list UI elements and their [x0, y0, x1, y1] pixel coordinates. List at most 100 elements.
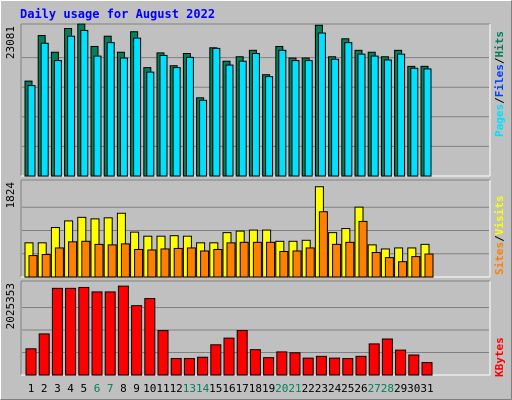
sites-bar — [147, 249, 157, 278]
files-bar — [357, 53, 366, 177]
files-bar — [172, 67, 181, 177]
sites-bar — [266, 241, 276, 278]
files-bar — [317, 32, 326, 177]
sites-bar — [107, 244, 117, 278]
kbytes-bar — [104, 291, 116, 376]
files-bar — [383, 59, 392, 177]
visits-sites-panel — [20, 179, 491, 278]
hits-files-pages-panel — [20, 23, 491, 177]
day-label: 12 — [170, 382, 183, 395]
kbytes-bar — [276, 351, 288, 376]
kbytes-bar — [65, 287, 77, 376]
day-label: 23 — [315, 382, 328, 395]
legend-pages: Pages — [493, 104, 506, 137]
day-label: 20 — [275, 382, 288, 395]
day-label: 6 — [94, 382, 101, 395]
files-bar — [93, 55, 102, 177]
day-label: 18 — [249, 382, 262, 395]
sites-bar — [68, 241, 78, 278]
kbytes-bar — [236, 330, 248, 376]
kbytes-panel — [20, 280, 491, 376]
day-label: 22 — [302, 382, 315, 395]
visits-legend: Sites/Visits — [493, 196, 506, 276]
hits-legend: Pages/Files/Hits — [493, 31, 506, 137]
kbytes-bar — [302, 357, 314, 376]
kbytes-bar — [183, 358, 195, 376]
kbytes-bar — [289, 352, 301, 376]
day-label: 17 — [236, 382, 249, 395]
sites-bar — [398, 261, 408, 278]
files-bar — [40, 42, 49, 177]
files-bar — [80, 29, 89, 177]
files-bar — [199, 99, 208, 177]
sites-bar — [252, 241, 262, 278]
sites-bar — [160, 248, 170, 278]
kbytes-bar — [117, 285, 129, 376]
day-label: 14 — [196, 382, 210, 395]
files-bar — [370, 55, 379, 177]
files-bar — [106, 42, 115, 177]
kbytes-bar — [170, 358, 182, 376]
sites-bar — [371, 252, 381, 278]
sites-bar — [94, 243, 104, 278]
legend-separator: / — [493, 235, 506, 242]
day-label: 3 — [54, 382, 61, 395]
day-label: 30 — [407, 382, 420, 395]
day-label: 16 — [222, 382, 235, 395]
kbytes-bar — [51, 287, 63, 376]
legend-sites: Sites — [493, 242, 506, 275]
kbytes-bar — [91, 291, 103, 376]
kbytes-bar — [144, 298, 156, 376]
kbytes-bar — [157, 330, 169, 376]
kbytes-bar — [197, 356, 209, 376]
files-bar — [67, 35, 76, 177]
kbytes-ymax-label: 2025353 — [4, 283, 17, 329]
sites-bar — [384, 257, 394, 278]
files-bar — [238, 60, 247, 177]
day-label: 29 — [394, 382, 407, 395]
day-label: 11 — [156, 382, 169, 395]
files-bar — [265, 76, 274, 177]
files-bar — [133, 37, 142, 177]
day-labels: 1 2 3 4 5 6 7 8 9 10 11 12 13 14 15 16 17 18 19 20 21 22 23 24 2… — [28, 382, 434, 395]
kbytes-bar — [223, 337, 235, 376]
day-label: 24 — [328, 382, 342, 395]
legend-kbytes: KBytes — [493, 337, 506, 377]
kbytes-bar — [355, 355, 367, 376]
day-label: 10 — [143, 382, 156, 395]
day-label: 21 — [288, 382, 301, 395]
kbytes-bar — [395, 349, 407, 376]
day-label: 25 — [341, 382, 354, 395]
sites-bar — [134, 248, 144, 278]
files-bar — [27, 85, 36, 177]
day-label: 27 — [368, 382, 381, 395]
day-label: 4 — [67, 382, 74, 395]
kbytes-legend: KBytes — [493, 337, 506, 377]
kbytes-bar — [38, 333, 50, 376]
kbytes-bar — [78, 286, 90, 376]
sites-bar — [305, 247, 315, 278]
files-bar — [251, 53, 260, 177]
sites-bar — [81, 240, 91, 278]
day-label: 9 — [133, 382, 140, 395]
legend-files: Files — [493, 64, 506, 97]
files-bar — [278, 49, 287, 177]
day-label: 15 — [209, 382, 222, 395]
kbytes-bar — [249, 349, 261, 376]
legend-separator: / — [493, 97, 506, 104]
sites-bar — [358, 220, 368, 278]
kbytes-bar — [315, 355, 327, 376]
hits-ymax-label: 23081 — [4, 26, 17, 59]
day-label: 31 — [420, 382, 433, 395]
sites-bar — [226, 242, 236, 278]
files-bar — [225, 64, 234, 177]
sites-bar — [345, 241, 355, 278]
files-bar — [410, 67, 419, 177]
day-label: 13 — [183, 382, 196, 395]
files-bar — [331, 58, 340, 177]
kbytes-bar — [381, 338, 393, 376]
sites-bar — [239, 241, 249, 278]
files-bar — [291, 60, 300, 177]
files-bar — [146, 71, 155, 177]
sites-bar — [186, 247, 196, 278]
